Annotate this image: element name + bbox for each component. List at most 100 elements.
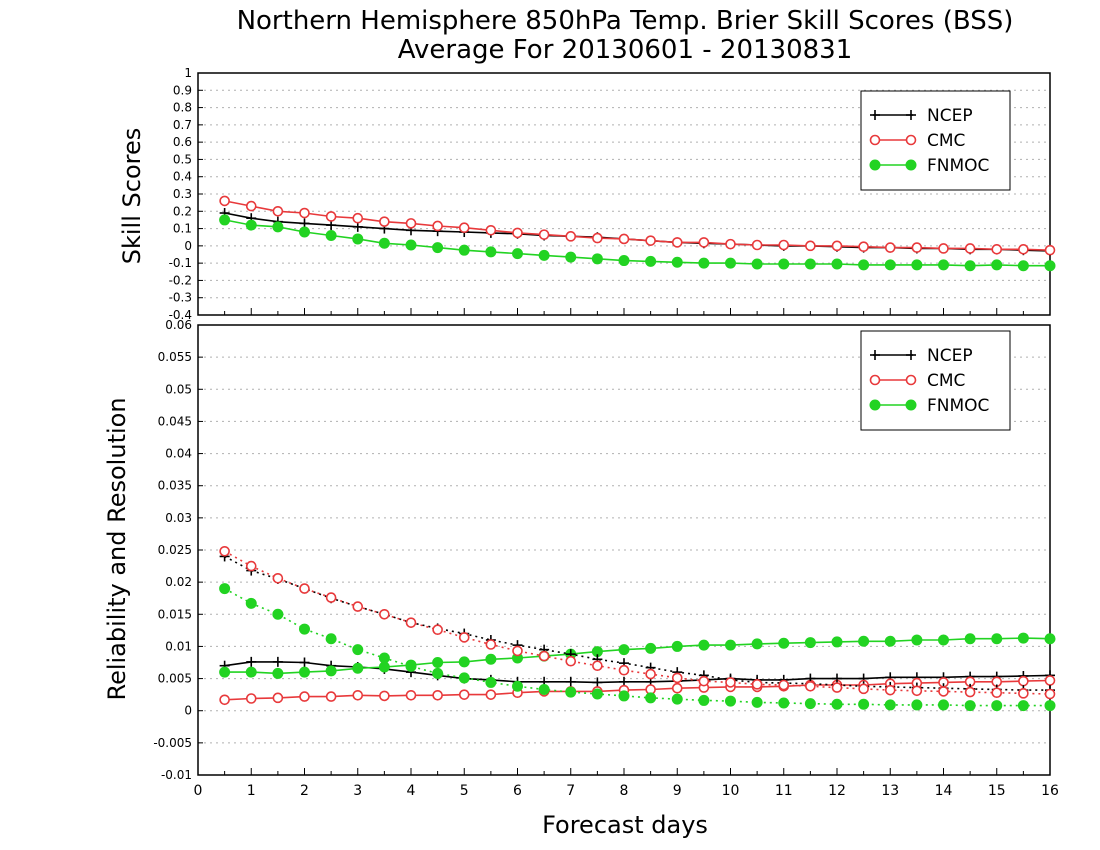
bottom-point-fnmoc [671,640,683,652]
x-tick-label: 10 [722,783,740,799]
bottom-y-tick-label: 0.025 [158,543,192,557]
x-tick-label: 6 [513,783,522,799]
top-y-tick-label: 0.5 [173,152,192,166]
bottom-point-ncep [272,656,283,667]
bottom-point-fnmoc [725,695,736,707]
top-point-cmc [405,218,417,229]
bottom-point-fnmoc [1017,632,1029,644]
top-point-fnmoc [698,257,710,269]
top-y-tick-label: -0.4 [169,308,192,322]
bottom-y-tick-label: 0.03 [165,511,192,525]
top-point-fnmoc [991,259,1003,271]
bottom-point-cmc [671,672,683,684]
top-y-tick-label: 0.3 [173,187,192,201]
top-point-fnmoc [778,258,790,270]
top-point-cmc [858,241,869,253]
top-y-tick-label: 0.7 [173,118,192,132]
top-point-fnmoc [378,237,390,249]
bottom-point-cmc [618,664,630,676]
top-point-fnmoc [1044,260,1056,272]
bottom-point-fnmoc [432,667,444,679]
bottom-point-fnmoc [352,662,364,674]
top-legend-marker-fnmoc [905,159,917,171]
x-axis-label: Forecast days [542,811,708,839]
bottom-point-cmc [645,668,656,680]
bottom-point-cmc [725,677,736,688]
bottom-point-cmc [1044,688,1056,700]
bottom-point-cmc [379,608,390,620]
bottom-y-tick-label: -0.01 [161,768,192,782]
chart-subtitle: Average For 20130601 - 20130831 [398,35,853,65]
bottom-point-cmc [751,679,763,690]
bottom-point-fnmoc [219,583,231,595]
top-point-fnmoc [565,251,577,263]
bottom-point-cmc [458,689,470,700]
bottom-point-cmc [219,694,230,706]
bottom-point-fnmoc [778,697,790,709]
bottom-point-fnmoc [299,623,310,635]
x-tick-label: 9 [673,783,682,799]
bottom-point-cmc [991,687,1003,699]
bottom-point-cmc [299,691,310,702]
bottom-line-fnmoc-solid [224,637,1051,675]
bottom-point-fnmoc [618,644,630,656]
bottom-point-cmc [592,660,603,672]
bottom-y-tick-label: 0 [184,704,192,718]
bottom-y-tick-label: 0.035 [158,479,192,493]
top-point-fnmoc [538,249,550,261]
bottom-point-fnmoc [1017,700,1029,712]
bottom-point-cmc [831,682,843,693]
top-point-fnmoc [1017,260,1029,272]
top-point-fnmoc [618,255,630,267]
top-y-tick-label: 0.4 [173,170,192,184]
top-legend-marker-ncep [870,110,880,120]
bottom-point-fnmoc [725,639,736,651]
top-point-cmc [645,235,656,246]
bottom-point-fnmoc [565,686,577,698]
bottom-point-cmc [432,624,443,636]
bottom-line-cmc-solid [224,679,1051,701]
bottom-legend-label-fnmoc: FNMOC [927,396,989,416]
bottom-point-cmc [964,686,976,698]
bottom-point-cmc [325,691,337,702]
top-point-fnmoc [831,258,843,270]
x-tick-label: 12 [828,783,846,799]
bottom-point-fnmoc [325,633,337,645]
bottom-line-ncep-dotted [224,555,1050,691]
bottom-legend-label-ncep: NCEP [927,346,973,366]
top-point-cmc [938,243,949,254]
bottom-point-fnmoc [645,642,657,654]
bottom-point-fnmoc [698,639,710,651]
top-point-cmc [725,238,736,250]
bottom-point-ncep [565,676,576,687]
top-legend-marker-cmc [905,134,917,146]
top-point-cmc [1044,244,1056,256]
top-point-cmc [618,233,630,245]
bottom-point-cmc [405,617,417,628]
bottom-point-fnmoc [245,666,257,678]
bottom-legend: NCEP CMC FNMOC [860,330,1011,431]
bottom-point-cmc [858,683,869,695]
top-point-cmc [751,239,763,251]
top-y-tick-label: 0 [184,239,192,253]
chart-title: Northern Hemisphere 850hPa Temp. Brier S… [237,6,1014,36]
bottom-point-fnmoc [884,699,896,711]
bottom-y-tick-label: 0.02 [165,575,192,589]
x-tick-label: 16 [1041,783,1059,799]
top-y-tick-label: 1 [184,66,192,80]
bottom-point-fnmoc [458,656,470,668]
bottom-point-cmc [458,632,470,643]
bottom-point-fnmoc [671,693,683,705]
bottom-point-cmc [565,655,577,667]
bottom-y-tick-label: 0.04 [165,447,192,461]
top-point-ncep [326,220,337,231]
bottom-point-cmc [245,560,257,572]
bottom-point-fnmoc [272,667,284,679]
top-point-cmc [245,200,257,212]
bottom-series-cmc-dotted [219,545,1056,700]
bottom-point-cmc [485,639,497,650]
top-point-fnmoc [884,259,896,271]
bottom-series-fnmoc-dotted [219,583,1056,712]
bottom-legend-marker-fnmoc [869,399,881,411]
